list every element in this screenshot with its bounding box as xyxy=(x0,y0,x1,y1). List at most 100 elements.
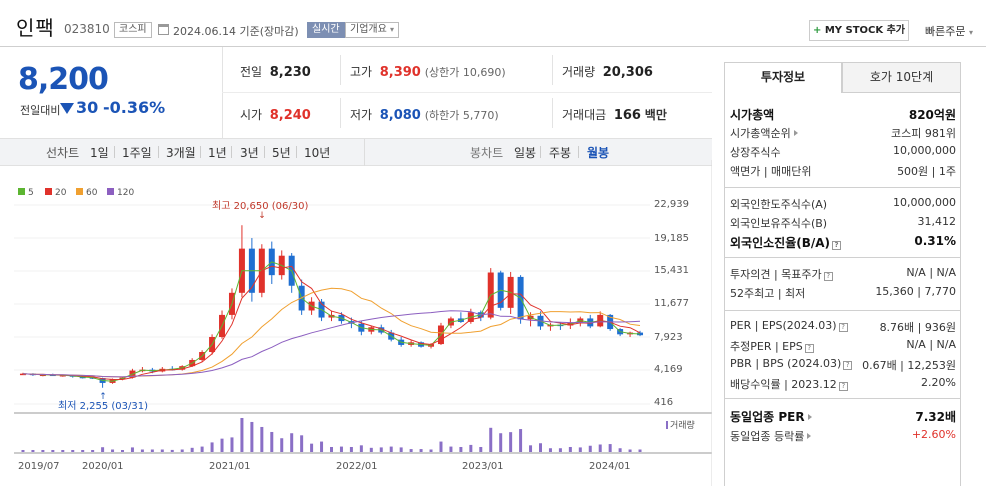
line-chart-label: 선차트 xyxy=(46,146,80,160)
tab-invest-info[interactable]: 투자정보 xyxy=(724,62,842,93)
x-tick: 2019/07 xyxy=(18,461,60,472)
volume-bar xyxy=(479,446,483,452)
period-1w[interactable]: 1주일 xyxy=(122,146,152,160)
period-sep xyxy=(158,146,159,158)
invest-section-divider xyxy=(724,398,961,399)
grid-lines xyxy=(14,204,650,405)
invest-row-label: 외국인보유주식수(B) xyxy=(730,215,827,231)
invest-row-value: 31,412 xyxy=(917,215,957,228)
volume-bar xyxy=(220,438,224,452)
help-icon[interactable]: ? xyxy=(838,382,848,391)
volume-bar xyxy=(250,421,254,452)
volume-bar xyxy=(71,450,75,452)
low-price: 저가 8,080 (하한가 5,770) xyxy=(350,108,499,123)
period-bar xyxy=(0,138,712,166)
volume-bar xyxy=(330,446,333,452)
open-price: 시가 8,240 xyxy=(240,108,311,123)
volume-bar xyxy=(31,450,35,452)
volume-bar xyxy=(300,435,304,452)
volume-bar xyxy=(160,449,164,452)
candle-daily[interactable]: 일봉 xyxy=(514,146,537,160)
volume-bar xyxy=(290,433,294,452)
invest-label-text: 액면가 | 매매단위 xyxy=(730,165,812,178)
chevron-right-icon[interactable] xyxy=(807,414,812,420)
cell-divider xyxy=(340,55,341,85)
volume-bar xyxy=(588,445,592,452)
invest-row-value: 8.76배 | 936원 xyxy=(879,321,956,334)
candle-chart-label: 봉차트 xyxy=(470,146,504,160)
invest-row-label[interactable]: 투자의견 | 목표주가? xyxy=(730,266,833,282)
invest-panel xyxy=(724,92,961,486)
legend-ma60: 60 xyxy=(76,188,97,198)
tab-order-book[interactable]: 호가 10단계 xyxy=(842,62,961,93)
y-tick: 19,185 xyxy=(654,233,689,244)
period-10y[interactable]: 10년 xyxy=(304,146,331,160)
change-value: 30 xyxy=(60,98,98,117)
invest-row-label[interactable]: 동일업종 등락률 xyxy=(730,428,812,444)
volume-bar xyxy=(150,449,154,452)
invest-row-label[interactable]: PER | EPS(2024.03)? xyxy=(730,319,848,332)
volume-bar xyxy=(519,429,523,452)
ma5-swatch xyxy=(18,188,25,195)
quick-order-button[interactable]: 빠른주문 ▾ xyxy=(925,25,973,38)
chevron-right-icon[interactable] xyxy=(793,130,798,136)
ma60-swatch xyxy=(76,188,83,195)
help-icon[interactable]: ? xyxy=(838,323,848,332)
volume-bar xyxy=(409,449,413,452)
volume-bars xyxy=(21,418,642,452)
x-tick: 2021/01 xyxy=(209,461,251,472)
volume-bar xyxy=(439,441,443,452)
invest-label-text: PER | EPS(2024.03) xyxy=(730,319,837,332)
live-badge[interactable]: 실시간 xyxy=(307,22,345,38)
help-icon[interactable]: ? xyxy=(804,344,814,353)
invest-row-value: N/A | N/A xyxy=(906,266,956,279)
company-info-button[interactable]: 기업개요 ▾ xyxy=(345,22,400,38)
period-3m[interactable]: 3개월 xyxy=(166,146,196,160)
volume-bar xyxy=(359,445,363,452)
help-icon[interactable]: ? xyxy=(832,241,842,250)
invest-label-text: 시가총액순위 xyxy=(730,127,791,140)
volume-bar xyxy=(529,445,533,452)
invest-row-label[interactable]: 동일업종 PER xyxy=(730,408,812,425)
candle-body xyxy=(637,332,644,336)
x-tick: 2023/01 xyxy=(462,461,504,472)
period-5y[interactable]: 5년 xyxy=(272,146,291,160)
price-chart[interactable]: 최고 20,650 (06/30) ↓ ↑ 최저 2,255 (03/31) 거… xyxy=(0,160,712,486)
volume-bar xyxy=(121,450,124,452)
my-stock-button[interactable]: + MY STOCK 추가 xyxy=(809,20,909,41)
candles xyxy=(19,225,644,388)
candle-weekly[interactable]: 주봉 xyxy=(549,146,572,160)
ma20-line xyxy=(22,265,641,381)
down-triangle-icon xyxy=(60,103,74,114)
invest-row-label[interactable]: 외국인소진율(B/A)? xyxy=(730,234,842,251)
volume-legend-swatch xyxy=(666,421,668,429)
invest-section-divider xyxy=(724,257,961,258)
help-icon[interactable]: ? xyxy=(823,272,833,281)
invest-row-label[interactable]: 시가총액순위 xyxy=(730,125,798,141)
candle-monthly[interactable]: 월봉 xyxy=(587,146,610,160)
ma120-swatch xyxy=(107,188,114,195)
quote-row-divider xyxy=(222,92,712,93)
help-icon[interactable]: ? xyxy=(843,361,853,370)
volume-bar xyxy=(130,447,134,452)
cell-divider xyxy=(552,55,553,85)
header-divider xyxy=(0,46,986,47)
volume-bar xyxy=(270,431,274,452)
invest-row-label[interactable]: 배당수익률 | 2023.12? xyxy=(730,376,848,392)
invest-row-value: 10,000,000 xyxy=(893,144,956,157)
period-sep xyxy=(578,146,579,158)
invest-row-label[interactable]: 추정PER | EPS? xyxy=(730,338,814,354)
min-annotation: 최저 2,255 (03/31) xyxy=(58,400,148,412)
period-1y[interactable]: 1년 xyxy=(208,146,227,160)
cell-divider xyxy=(552,98,553,128)
period-1d[interactable]: 1일 xyxy=(90,146,109,160)
period-sep xyxy=(264,146,265,158)
invest-label-text: 상장주식수 xyxy=(730,146,781,159)
period-sep xyxy=(296,146,297,158)
volume-bar xyxy=(568,446,572,452)
volume-bar xyxy=(81,450,85,452)
period-3y[interactable]: 3년 xyxy=(240,146,259,160)
legend-ma20: 20 xyxy=(45,188,66,198)
invest-row-label[interactable]: PBR | BPS (2024.03)? xyxy=(730,357,853,370)
chevron-right-icon[interactable] xyxy=(807,433,812,439)
